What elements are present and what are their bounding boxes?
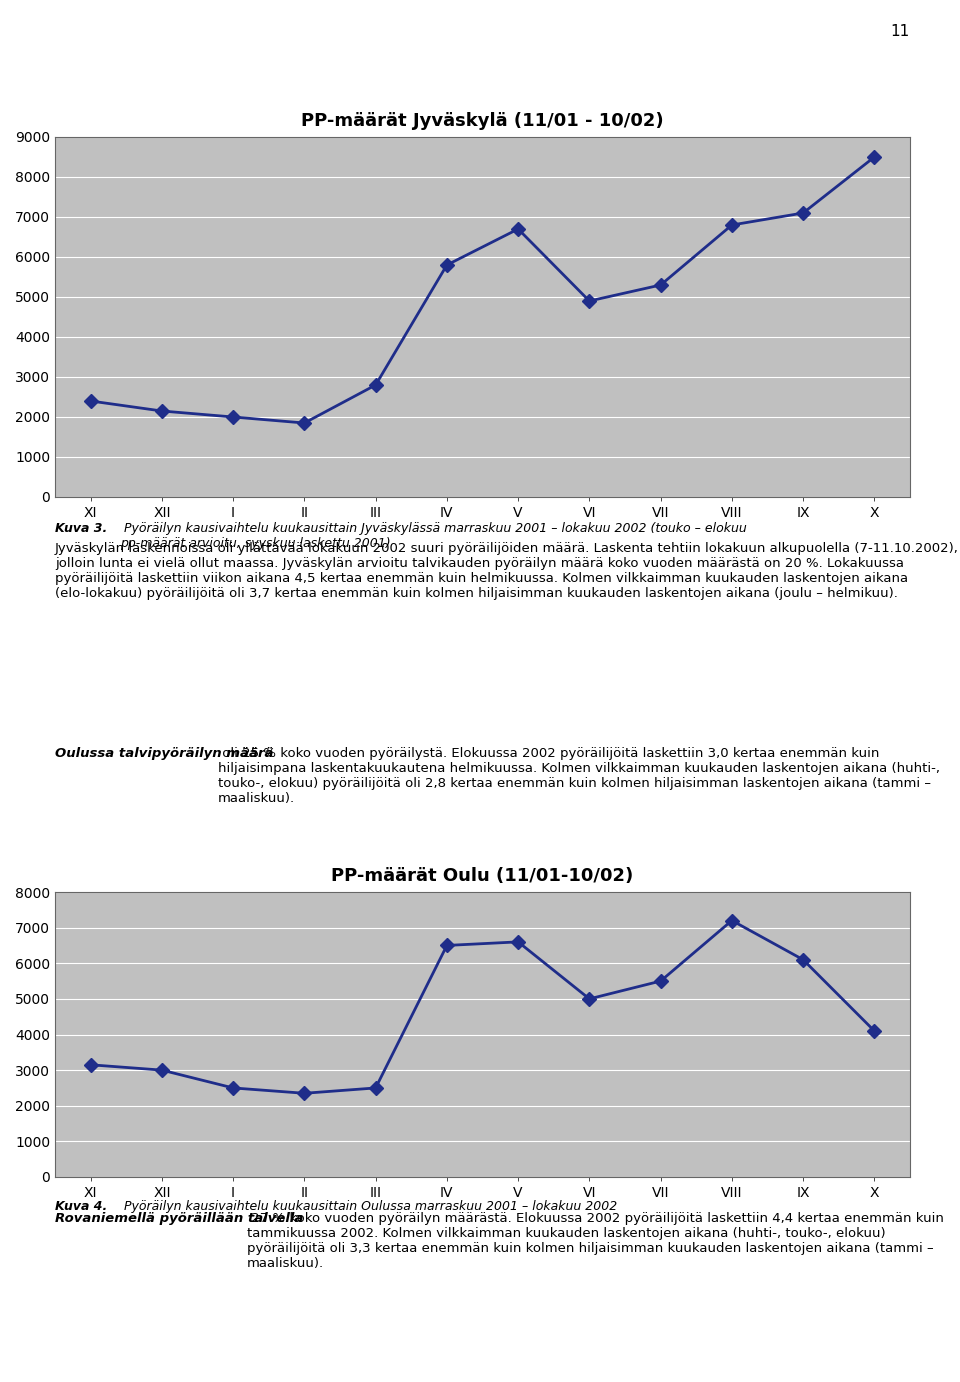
Text: Kuva 3.: Kuva 3. [55,522,108,535]
Text: 11: 11 [891,25,910,40]
Text: Kuva 4.: Kuva 4. [55,1200,108,1213]
Text: 27 % koko vuoden pyöräilyn määrästä. Elokuussa 2002 pyöräilijöitä laskettiin 4,4: 27 % koko vuoden pyöräilyn määrästä. Elo… [247,1212,944,1270]
Title: PP-määrät Jyväskylä (11/01 - 10/02): PP-määrät Jyväskylä (11/01 - 10/02) [301,112,663,130]
Text: Jyväskylän laskennoissa oli yllättävää lokakuun 2002 suuri pyöräilijöiden määrä.: Jyväskylän laskennoissa oli yllättävää l… [55,542,959,600]
Text: oli 25 % koko vuoden pyöräilystä. Elokuussa 2002 pyöräilijöitä laskettiin 3,0 ke: oli 25 % koko vuoden pyöräilystä. Elokuu… [218,748,940,804]
Text: Oulussa talvipyöräilyn määrä: Oulussa talvipyöräilyn määrä [55,748,274,760]
Text: Pyöräilyn kausivaihtelu kuukausittain Jyväskylässä marraskuu 2001 – lokakuu 2002: Pyöräilyn kausivaihtelu kuukausittain Jy… [120,522,747,550]
Text: Rovaniemellä pyöräillään talvella: Rovaniemellä pyöräillään talvella [55,1212,303,1224]
Title: PP-määrät Oulu (11/01-10/02): PP-määrät Oulu (11/01-10/02) [331,867,634,884]
Text: Pyöräilyn kausivaihtelu kuukausittain Oulussa marraskuu 2001 – lokakuu 2002: Pyöräilyn kausivaihtelu kuukausittain Ou… [120,1200,617,1213]
